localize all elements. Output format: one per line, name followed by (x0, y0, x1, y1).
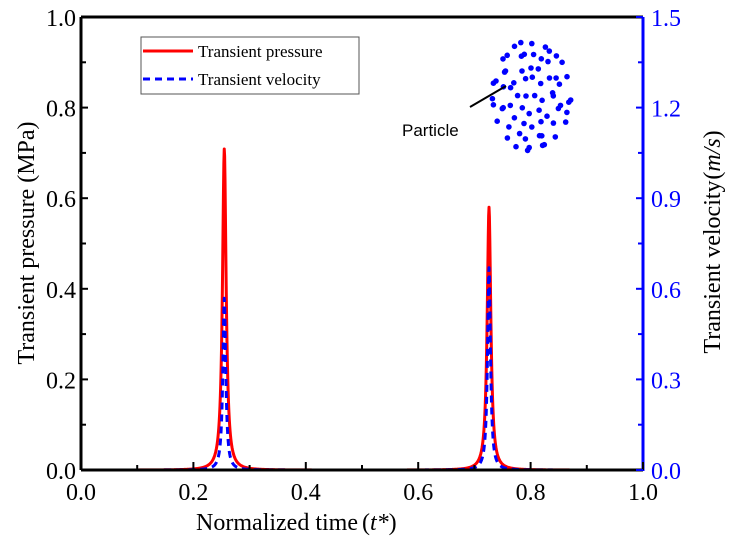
particle-dot (511, 115, 518, 121)
particle-dot (493, 78, 499, 84)
particle-dot (494, 118, 501, 124)
particle-dot (556, 81, 563, 87)
y-left-tick-label: 0.0 (46, 459, 76, 485)
particle-dot (531, 92, 538, 99)
particle-dot (521, 120, 527, 127)
particle-dot (490, 102, 497, 108)
particle-dot (511, 80, 517, 86)
y-left-tick-labels: 0.0 0.2 0.4 0.6 0.8 1.0 (46, 6, 76, 485)
particle-dot (504, 135, 511, 141)
particle-dot (567, 97, 574, 103)
particle-pointer-line (469, 85, 507, 108)
particle-dot (530, 51, 537, 58)
legend-box (140, 36, 360, 95)
particle-dot (513, 143, 519, 150)
particle-dot (507, 102, 514, 109)
y-right-axis-title-text: Transient velocity (700, 180, 726, 353)
x-axis-title-symbol: (t*) (362, 510, 397, 536)
particle-dot (539, 97, 545, 104)
x-tick-label: 0.8 (516, 480, 546, 506)
particle-dot (529, 40, 535, 47)
x-tick-labels: 0.0 0.2 0.4 0.6 0.8 1.0 (66, 480, 658, 506)
particle-dot (518, 39, 524, 46)
particle-dot (542, 44, 549, 50)
x-tick-label: 1.0 (628, 480, 658, 506)
x-axis-title: Normalized time (196, 510, 358, 536)
particle-dot (535, 66, 542, 72)
y-right-tick-label: 0.3 (651, 368, 681, 394)
y-left-tick-label: 1.0 (46, 6, 76, 32)
legend: Transient pressure Transient velocity (140, 36, 360, 95)
particle-dot (553, 75, 559, 81)
particle-dot (552, 134, 559, 140)
y-left-tick-label: 0.8 (46, 97, 76, 123)
y-right-tick-label: 1.5 (651, 6, 681, 32)
particle-dot (524, 147, 531, 154)
particle-dot (564, 109, 570, 116)
particle-dot (544, 113, 550, 119)
particle-dot (506, 124, 512, 130)
x-tick-label: 0.4 (291, 480, 321, 506)
particle-dot (549, 90, 556, 96)
y-right-tick-label: 0.0 (651, 459, 681, 485)
particle-dot (555, 105, 562, 112)
particle-dot (562, 119, 569, 125)
particle-dot (511, 43, 518, 50)
particle-dot (529, 124, 535, 130)
particle-dot (538, 56, 545, 62)
particle-dot (553, 53, 560, 59)
particle-dot (502, 68, 509, 74)
y-left-tick-label: 0.2 (46, 368, 76, 394)
y-right-tick-label: 0.9 (651, 187, 681, 213)
particle-dot (539, 142, 546, 149)
particle-dot (528, 65, 534, 71)
particle-dot (546, 75, 553, 81)
particle-dot (519, 105, 526, 111)
x-tick-label: 0.0 (66, 480, 96, 506)
particle-dot (538, 118, 544, 125)
y-left-tick-label: 0.4 (46, 278, 76, 304)
particle-dot (489, 95, 496, 102)
particle-dot (519, 68, 525, 74)
particle-dot (545, 58, 551, 65)
particle-dot (507, 84, 514, 91)
y-right-tick-label: 1.2 (651, 97, 681, 123)
particle-dot (536, 132, 543, 139)
y-left-axis-title: Transient pressure (MPa) (14, 121, 40, 364)
y-left-tick-label: 0.6 (46, 187, 76, 213)
y-right-tick-label: 0.6 (651, 278, 681, 304)
particle-dot (521, 51, 528, 58)
particle-cloud (489, 39, 574, 154)
particle-dot (529, 74, 536, 80)
particle-dot (550, 120, 557, 126)
legend-label-velocity: Transient velocity (198, 70, 321, 89)
particle-dot (536, 107, 542, 113)
particle-dot (522, 136, 529, 142)
legend-label-pressure: Transient pressure (198, 42, 323, 61)
x-tick-label: 0.6 (403, 480, 433, 506)
y-right-axis-title: Transient velocity (m/s) (700, 130, 726, 353)
x-tick-label: 0.2 (178, 480, 208, 506)
particle-dot (500, 56, 506, 62)
particle-inset: Particle (402, 39, 574, 154)
particle-dot (559, 59, 565, 66)
particle-dot (546, 48, 553, 54)
y-right-axis-unit: (m/s) (700, 130, 726, 179)
particle-dot (523, 93, 529, 99)
particle-dot (526, 110, 532, 117)
particle-dot (564, 73, 570, 80)
particle-dot (522, 75, 529, 82)
particle-dot (516, 130, 523, 137)
y-right-tick-labels: 0.0 0.3 0.6 0.9 1.2 1.5 (651, 6, 681, 485)
particle-dot (500, 104, 507, 111)
particle-label: Particle (402, 121, 459, 140)
particle-dot (537, 80, 544, 87)
axes-layer (79, 15, 645, 472)
particle-dot (514, 92, 521, 99)
particle-dot (504, 52, 511, 59)
